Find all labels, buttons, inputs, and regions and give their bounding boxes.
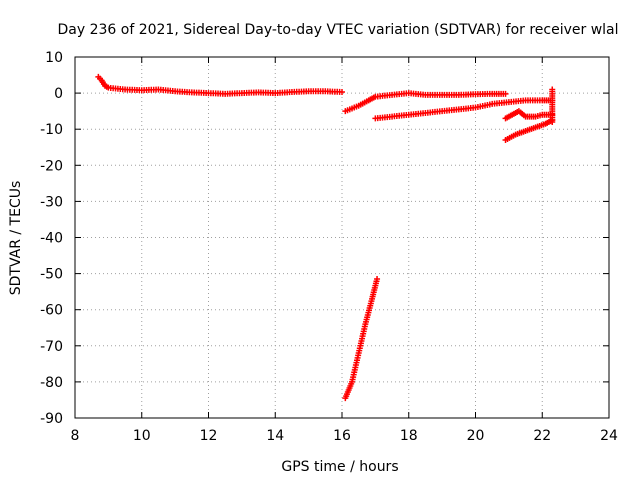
series-end-spike (549, 86, 556, 125)
series-main-track (95, 73, 345, 97)
y-axis-label: SDTVAR / TECUs (8, 181, 24, 296)
data-point (339, 89, 345, 96)
y-tick-label: -50 (40, 267, 63, 283)
y-tick-label: -40 (40, 231, 63, 247)
x-tick-label: 20 (467, 428, 485, 444)
y-tick-label: -60 (40, 303, 63, 319)
series-late-cluster (502, 108, 556, 122)
data-point (374, 276, 381, 283)
series-upper-evening (342, 90, 509, 115)
x-tick-label: 22 (533, 428, 551, 444)
x-tick-label: 10 (133, 428, 151, 444)
x-tick-label: 8 (71, 428, 80, 444)
x-axis-ticks: 8 10 12 14 16 18 20 22 24 (71, 57, 618, 444)
grid-lines (75, 57, 609, 418)
x-tick-label: 12 (200, 428, 218, 444)
y-tick-label: -10 (40, 122, 63, 138)
data-layer (95, 73, 556, 402)
x-tick-label: 16 (333, 428, 351, 444)
x-tick-label: 24 (600, 428, 618, 444)
y-tick-label: 0 (54, 86, 63, 102)
series-lower-evening (372, 97, 556, 122)
y-tick-label: -80 (40, 375, 63, 391)
y-tick-label: -70 (40, 339, 63, 355)
y-tick-label: 10 (45, 50, 63, 66)
data-point (502, 90, 509, 97)
series-late-track (502, 117, 556, 144)
chart-title: Day 236 of 2021, Sidereal Day-to-day VTE… (57, 22, 618, 38)
y-tick-label: -20 (40, 158, 63, 174)
y-tick-label: -90 (40, 411, 63, 427)
y-tick-label: -30 (40, 194, 63, 210)
series-drop-track (342, 276, 381, 402)
x-tick-label: 18 (400, 428, 418, 444)
data-point (549, 86, 556, 93)
y-axis-ticks: -90 -80 -70 -60 -50 -40 -30 -20 -10 0 10 (40, 50, 609, 427)
x-axis-label: GPS time / hours (281, 459, 398, 475)
x-tick-label: 14 (266, 428, 284, 444)
